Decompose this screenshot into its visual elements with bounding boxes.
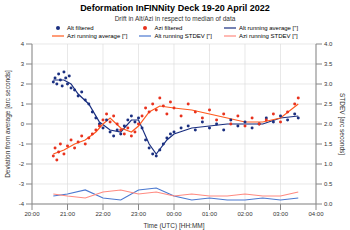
svg-text:4: 4: [21, 41, 25, 47]
svg-text:0.0: 0.0: [324, 201, 333, 207]
svg-text:3.0: 3.0: [324, 81, 333, 87]
svg-text:2: 2: [21, 81, 25, 87]
svg-text:2.0: 2.0: [324, 121, 333, 127]
svg-text:-2: -2: [19, 161, 25, 167]
svg-text:Time (UTC) [HH:MM]: Time (UTC) [HH:MM]: [143, 222, 204, 230]
svg-text:-4: -4: [19, 201, 25, 207]
svg-text:-3: -3: [19, 181, 25, 187]
html-text:Deformation InFINNity Deck 19-: Deformation InFINNity Deck 19-20 April 2…: [80, 3, 270, 13]
svg-text:3.5: 3.5: [324, 61, 333, 67]
svg-text:02:00: 02:00: [237, 211, 253, 217]
svg-text:22:00: 22:00: [95, 211, 111, 217]
svg-text:1.0: 1.0: [324, 161, 333, 167]
svg-text:-1: -1: [19, 141, 25, 147]
svg-text:STDEV [arc seconds]: STDEV [arc seconds]: [338, 93, 342, 155]
svg-text:03:00: 03:00: [273, 211, 289, 217]
svg-text:04:00: 04:00: [308, 211, 324, 217]
svg-text:0: 0: [21, 121, 25, 127]
html-text:Alt running STDEV ["]: Alt running STDEV ["]: [154, 33, 212, 39]
html-text:Azi running STDEV ["]: Azi running STDEV ["]: [238, 33, 298, 39]
html-text:Drift in Alt/Azi in respect to: Drift in Alt/Azi in respect to median of…: [114, 15, 236, 22]
svg-text:4.0: 4.0: [324, 41, 333, 47]
html-text:Alt filtered: Alt filtered: [66, 25, 94, 31]
svg-text:20:00: 20:00: [24, 211, 40, 217]
svg-text:2.5: 2.5: [324, 101, 333, 107]
svg-text:Deviation from average [arc se: Deviation from average [arc seconds]: [8, 70, 12, 178]
svg-text:21:00: 21:00: [60, 211, 76, 217]
svg-text:00:00: 00:00: [166, 211, 182, 217]
svg-text:0.5: 0.5: [324, 181, 333, 187]
svg-text:1.5: 1.5: [324, 141, 333, 147]
html-text:Azi running average ["]: Azi running average ["]: [66, 33, 128, 39]
html-text:Azi filtered: Azi filtered: [154, 25, 183, 31]
svg-text:3: 3: [21, 61, 25, 67]
svg-text:23:00: 23:00: [131, 211, 147, 217]
svg-text:01:00: 01:00: [202, 211, 218, 217]
svg-text:1: 1: [21, 101, 25, 107]
html-text:Alt running average ["]: Alt running average ["]: [238, 25, 299, 31]
